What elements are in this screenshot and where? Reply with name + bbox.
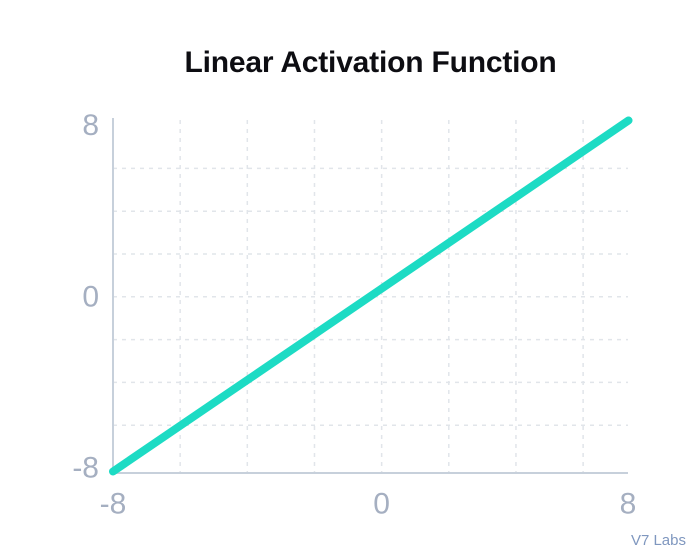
chart-title: Linear Activation Function xyxy=(184,46,557,79)
y-tick-label: -8 xyxy=(72,452,99,485)
axes xyxy=(112,118,628,474)
tick-labels: -8 0 8 -8 0 8 xyxy=(72,109,636,520)
y-tick-label: 8 xyxy=(82,109,99,142)
x-tick-label: 8 xyxy=(620,488,637,521)
y-tick-label: 0 xyxy=(82,280,99,313)
x-tick-label: -8 xyxy=(100,488,127,521)
x-tick-label: 0 xyxy=(373,488,390,521)
activation-line xyxy=(109,116,633,476)
data-series xyxy=(109,116,633,476)
v7-labs-watermark: V7 Labs xyxy=(630,532,686,549)
